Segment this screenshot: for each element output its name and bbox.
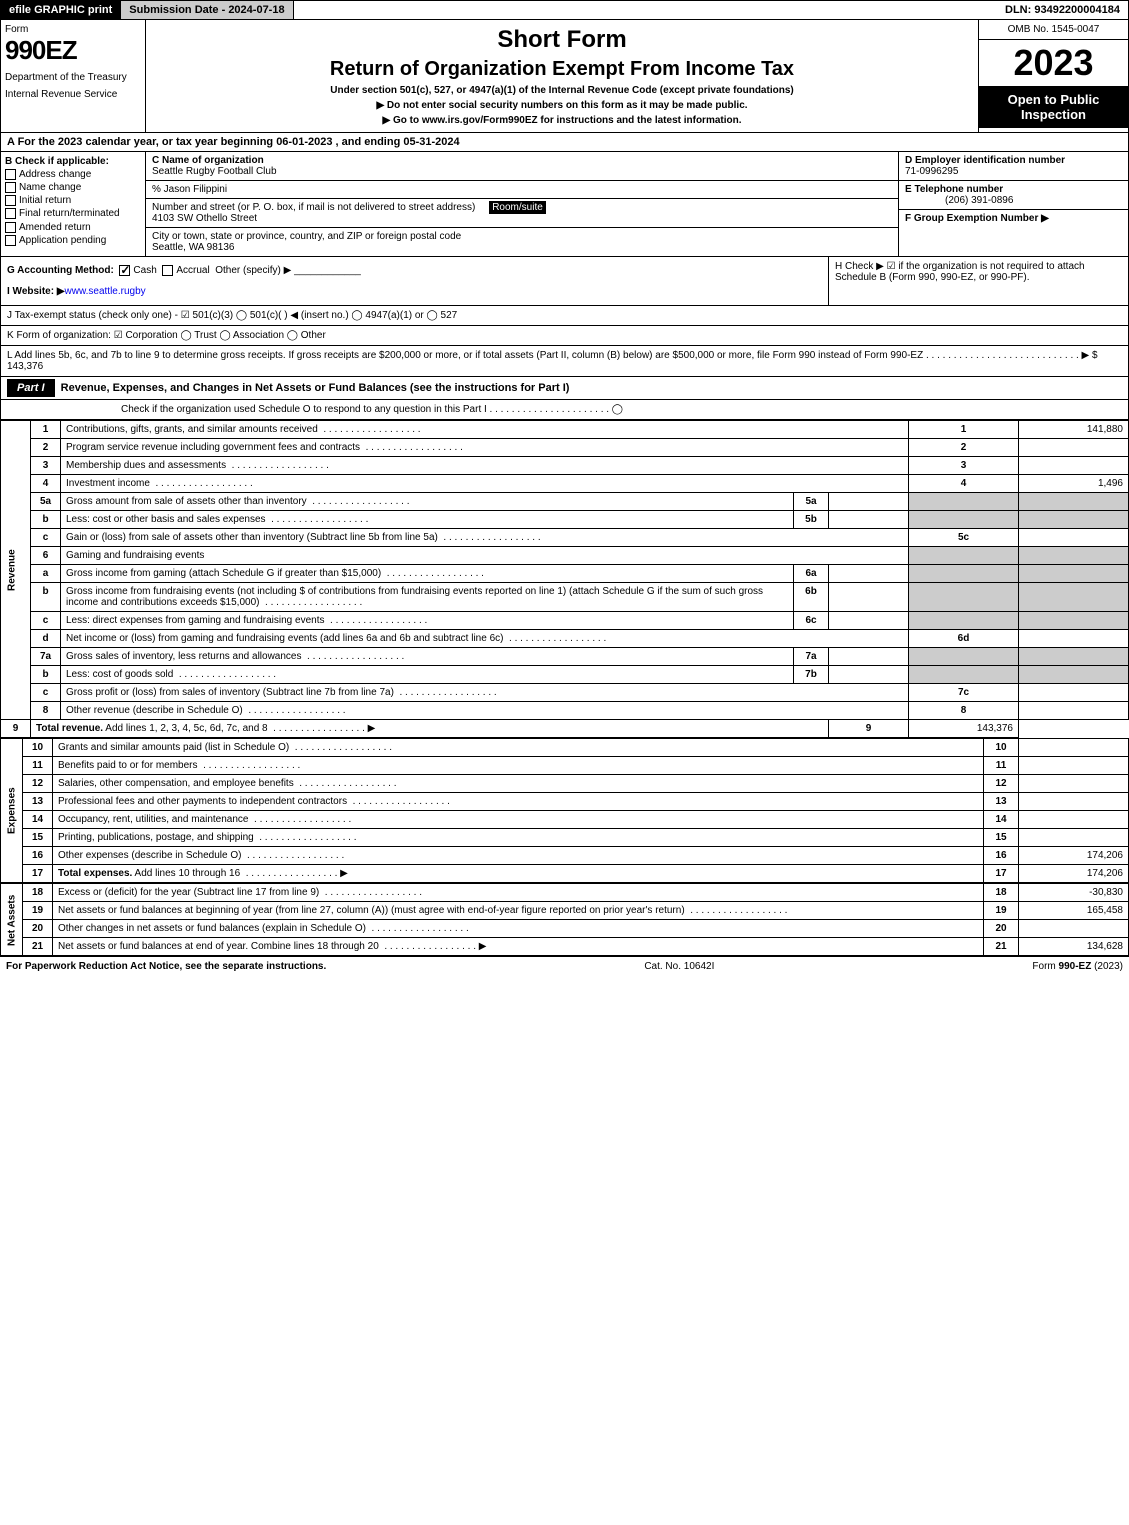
dept-irs: Internal Revenue Service	[5, 89, 141, 100]
footer: For Paperwork Reduction Act Notice, see …	[0, 956, 1129, 976]
col-b-checkboxes: B Check if applicable: Address change Na…	[1, 152, 146, 256]
section-a: A For the 2023 calendar year, or tax yea…	[0, 133, 1129, 152]
form-label: Form	[5, 24, 141, 35]
line-row: 7aGross sales of inventory, less returns…	[1, 648, 1129, 666]
omb-number: OMB No. 1545-0047	[979, 20, 1128, 40]
ein: 71-0996295	[905, 166, 958, 177]
line-row: 3Membership dues and assessments . . . .…	[1, 457, 1129, 475]
tax-year: 2023	[979, 40, 1128, 86]
phone: (206) 391-0896	[905, 195, 1013, 206]
line-row: cGross profit or (loss) from sales of in…	[1, 684, 1129, 702]
line-row: 2Program service revenue including gover…	[1, 439, 1129, 457]
line-row: cGain or (loss) from sale of assets othe…	[1, 529, 1129, 547]
subtitle-ssn: ▶ Do not enter social security numbers o…	[152, 100, 972, 111]
line-row: bLess: cost or other basis and sales exp…	[1, 511, 1129, 529]
row-bcd: B Check if applicable: Address change Na…	[0, 152, 1129, 257]
line-row: 8Other revenue (describe in Schedule O) …	[1, 702, 1129, 720]
part1-check: Check if the organization used Schedule …	[0, 400, 1129, 420]
col-c-org: C Name of organizationSeattle Rugby Foot…	[146, 152, 898, 256]
line-row: 11Benefits paid to or for members . . . …	[1, 757, 1129, 775]
chk-initial[interactable]	[5, 195, 16, 206]
submission-date: Submission Date - 2024-07-18	[121, 1, 293, 19]
line-row: 4Investment income . . . . . . . . . . .…	[1, 475, 1129, 493]
subtitle-goto: ▶ Go to www.irs.gov/Form990EZ for instru…	[152, 115, 972, 126]
expenses-label: Expenses	[1, 739, 23, 883]
chk-final[interactable]	[5, 208, 16, 219]
title-return: Return of Organization Exempt From Incom…	[152, 58, 972, 81]
revenue-label: Revenue	[1, 421, 31, 720]
line-row: 9Total revenue. Add lines 1, 2, 3, 4, 5c…	[1, 720, 1129, 738]
subtitle-section: Under section 501(c), 527, or 4947(a)(1)…	[152, 85, 972, 96]
row-k: K Form of organization: ☑ Corporation ◯ …	[0, 326, 1129, 346]
care-of: % Jason Filippini	[152, 184, 227, 195]
chk-cash[interactable]	[119, 265, 130, 276]
line-row: 17Total expenses. Add lines 10 through 1…	[1, 865, 1129, 883]
line-row: bLess: cost of goods sold . . . . . . . …	[1, 666, 1129, 684]
line-row: 16Other expenses (describe in Schedule O…	[1, 847, 1129, 865]
row-gh: G Accounting Method: Cash Accrual Other …	[0, 257, 1129, 306]
line-row: dNet income or (loss) from gaming and fu…	[1, 630, 1129, 648]
line-row: 20Other changes in net assets or fund ba…	[1, 920, 1129, 938]
line-row: cLess: direct expenses from gaming and f…	[1, 612, 1129, 630]
line-row: 5aGross amount from sale of assets other…	[1, 493, 1129, 511]
line-row: 15Printing, publications, postage, and s…	[1, 829, 1129, 847]
line-row: 6Gaming and fundraising events	[1, 547, 1129, 565]
col-d: D Employer identification number71-09962…	[898, 152, 1128, 256]
line-row: 12Salaries, other compensation, and empl…	[1, 775, 1129, 793]
line-row: 10Grants and similar amounts paid (list …	[1, 739, 1129, 757]
line-row: aGross income from gaming (attach Schedu…	[1, 565, 1129, 583]
title-short-form: Short Form	[152, 26, 972, 54]
line-row: 13Professional fees and other payments t…	[1, 793, 1129, 811]
netassets-label: Net Assets	[1, 884, 23, 956]
line-row: 21Net assets or fund balances at end of …	[1, 938, 1129, 956]
chk-accrual[interactable]	[162, 265, 173, 276]
chk-address[interactable]	[5, 169, 16, 180]
efile-btn[interactable]: efile GRAPHIC print	[1, 1, 121, 19]
topbar: efile GRAPHIC print Submission Date - 20…	[0, 0, 1129, 20]
expenses-table: Expenses 10Grants and similar amounts pa…	[0, 738, 1129, 883]
open-public: Open to Public Inspection	[979, 86, 1128, 128]
chk-name[interactable]	[5, 182, 16, 193]
form-header: Form 990EZ Department of the Treasury In…	[0, 20, 1129, 133]
part1-header: Part I Revenue, Expenses, and Changes in…	[0, 377, 1129, 400]
dept-treasury: Department of the Treasury	[5, 72, 141, 83]
line-row: 18Excess or (deficit) for the year (Subt…	[1, 884, 1129, 902]
form-number: 990EZ	[5, 35, 141, 66]
street: 4103 SW Othello Street	[152, 213, 257, 224]
line-row: 14Occupancy, rent, utilities, and mainte…	[1, 811, 1129, 829]
chk-pending[interactable]	[5, 235, 16, 246]
line-row: 19Net assets or fund balances at beginni…	[1, 902, 1129, 920]
netassets-table: Net Assets 18Excess or (deficit) for the…	[0, 883, 1129, 956]
revenue-table: Revenue 1Contributions, gifts, grants, a…	[0, 420, 1129, 738]
dln: DLN: 93492200004184	[997, 1, 1128, 19]
website-link[interactable]: www.seattle.rugby	[65, 286, 146, 297]
chk-amended[interactable]	[5, 222, 16, 233]
line-row: 1Contributions, gifts, grants, and simil…	[1, 421, 1129, 439]
group-exemption: F Group Exemption Number ▶	[905, 213, 1049, 224]
row-j: J Tax-exempt status (check only one) - ☑…	[0, 306, 1129, 326]
org-name: Seattle Rugby Football Club	[152, 166, 277, 177]
line-row: bGross income from fundraising events (n…	[1, 583, 1129, 612]
city: Seattle, WA 98136	[152, 242, 234, 253]
section-h: H Check ▶ ☑ if the organization is not r…	[828, 257, 1128, 305]
row-l: L Add lines 5b, 6c, and 7b to line 9 to …	[0, 346, 1129, 377]
